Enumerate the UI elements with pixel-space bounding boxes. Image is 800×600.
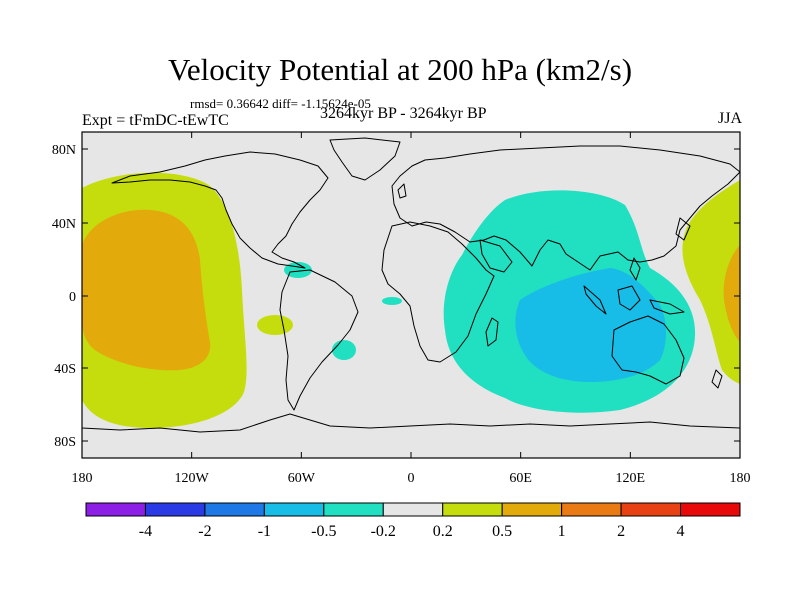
coast-borneo bbox=[617, 285, 641, 311]
pos-patch-south-america bbox=[257, 315, 293, 335]
colorbar-swatch bbox=[144, 502, 206, 517]
colorbar-swatch bbox=[85, 502, 146, 517]
coast-north-america bbox=[111, 151, 329, 269]
neg-patch-mid-atlantic bbox=[382, 297, 402, 305]
coast-new-zealand bbox=[711, 369, 723, 389]
rmsd-diff-stats: rmsd= 0.36642 diff= -1.15624e-05 bbox=[190, 96, 371, 111]
colorbar-swatch bbox=[323, 502, 384, 517]
pos-strong-region-east-pacific bbox=[82, 209, 211, 371]
map-title: Velocity Potential at 200 hPa (km2/s) bbox=[167, 52, 633, 87]
season-label: JJA bbox=[717, 110, 742, 127]
lon-label: 120W bbox=[175, 471, 210, 486]
lat-label: 40N bbox=[52, 217, 76, 232]
coast-arabia bbox=[479, 239, 513, 273]
coast-madagascar bbox=[485, 317, 499, 347]
coast-south-america bbox=[279, 269, 359, 411]
colorbar-label: -0.2 bbox=[371, 523, 396, 540]
lat-label: 40S bbox=[54, 362, 76, 377]
contour-fills bbox=[82, 172, 740, 428]
colorbar-swatch bbox=[561, 502, 622, 517]
colorbar-swatch bbox=[382, 502, 444, 517]
colorbar-label: 2 bbox=[617, 523, 625, 540]
coast-british-isles bbox=[397, 183, 407, 199]
axis-labels: 80N 40N 0 40S 80S 180 120W 60W 0 60E 120E 180 bbox=[52, 143, 751, 486]
lon-label: 120E bbox=[616, 471, 646, 486]
colorbar-swatch bbox=[680, 502, 741, 517]
colorbar-label: 0.5 bbox=[492, 523, 512, 540]
colorbar-label: -4 bbox=[139, 523, 152, 540]
neg-patch-south-atlantic bbox=[332, 340, 356, 360]
coast-japan bbox=[675, 217, 691, 241]
lon-label: 180 bbox=[730, 471, 751, 486]
colorbar-swatch bbox=[501, 502, 563, 517]
lon-label: 180 bbox=[72, 471, 93, 486]
coast-philippines bbox=[629, 257, 641, 281]
colorbar-label: -1 bbox=[258, 523, 271, 540]
coast-antarctica bbox=[82, 413, 740, 433]
colorbar: -4 -2 -1 -0.5 -0.2 0.2 0.5 1 2 4 bbox=[85, 502, 741, 540]
lon-label: 60E bbox=[509, 471, 532, 486]
colorbar-swatch bbox=[442, 502, 503, 517]
lon-label: 0 bbox=[408, 471, 415, 486]
axis-ticks bbox=[81, 132, 741, 458]
coast-australia bbox=[611, 315, 685, 385]
colorbar-swatch bbox=[620, 502, 682, 517]
colorbar-swatch bbox=[263, 502, 325, 517]
time-period-label: 3264kyr BP - 3264kyr BP bbox=[320, 105, 487, 122]
coast-new-guinea bbox=[649, 299, 685, 315]
colorbar-swatch bbox=[204, 502, 265, 517]
lon-label: 60W bbox=[288, 471, 316, 486]
pos-region-west-pacific bbox=[682, 180, 740, 384]
lat-label: 0 bbox=[69, 290, 76, 305]
coastlines bbox=[82, 137, 740, 433]
coast-africa bbox=[381, 221, 495, 363]
colorbar-label: 1 bbox=[558, 523, 566, 540]
coast-greenland bbox=[329, 137, 401, 181]
colorbar-label: -0.5 bbox=[311, 523, 336, 540]
experiment-label: Expt = tFmDC-tEwTC bbox=[82, 112, 229, 129]
lat-label: 80N bbox=[52, 143, 76, 158]
colorbar-label: 0.2 bbox=[433, 523, 453, 540]
neg-strong-region-indian-ocean bbox=[515, 268, 666, 382]
colorbar-label: -2 bbox=[198, 523, 211, 540]
pos-strong-region-west-pacific bbox=[723, 245, 740, 342]
lat-label: 80S bbox=[54, 435, 76, 450]
colorbar-label: 4 bbox=[677, 523, 685, 540]
coast-eurasia bbox=[391, 145, 740, 271]
coast-sumatra bbox=[583, 285, 607, 315]
